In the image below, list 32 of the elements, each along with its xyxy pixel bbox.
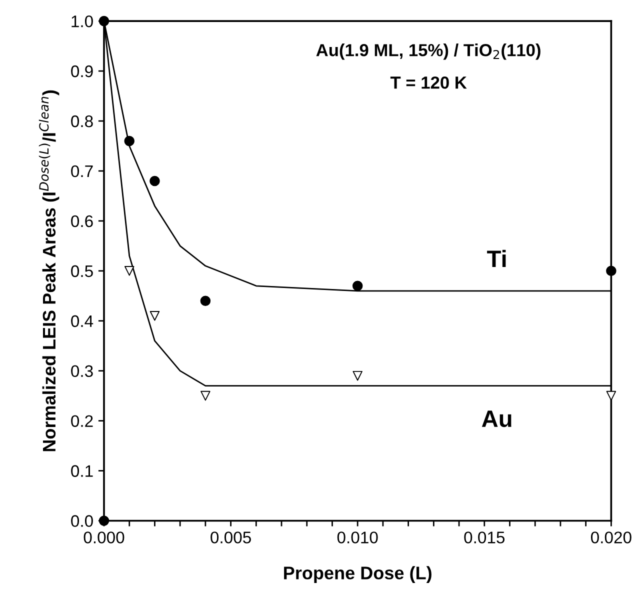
x-axis-title: Propene Dose (L) (284, 566, 432, 583)
point (150, 176, 160, 186)
x-tick-label: 0.015 (464, 532, 505, 544)
x-tick-label: 0.010 (337, 532, 378, 544)
annotation: Au(1.9 ML, 15%) / TiO$_{2}$(110) (316, 44, 540, 60)
y-tick-label: 0.0 (71, 515, 93, 527)
y-tick-label: 0.8 (71, 115, 93, 128)
point (200, 296, 211, 306)
point (352, 370, 362, 381)
point (200, 390, 210, 401)
point (606, 390, 616, 401)
annotation: Au (482, 410, 512, 428)
point (352, 280, 363, 292)
annotation: T = 120 K (390, 76, 467, 89)
y-tick-label: 0.9 (71, 65, 93, 78)
x-tick-label: 0.005 (210, 532, 251, 544)
y-tick-label: 0.4 (71, 315, 94, 328)
point (124, 266, 134, 276)
x-tick-label: 0.020 (590, 532, 632, 544)
point (150, 310, 160, 321)
y-tick-label: 0.5 (71, 265, 93, 278)
annotation: Ti (487, 250, 506, 268)
y-tick-label: 0.1 (71, 465, 93, 477)
point (124, 136, 135, 146)
y-axis-title: Normalized LEIS Peak Areas (I$^{Dose(L)}$/I$^{Clean}$) (38, 90, 60, 452)
point (606, 266, 616, 276)
y-tick-label: 0.3 (71, 365, 93, 378)
y-tick-label: 0.7 (71, 165, 93, 178)
y-tick-label: 0.2 (71, 415, 93, 427)
y-tick-label: 0.6 (71, 215, 93, 228)
text: 0.000 (84, 532, 124, 544)
y-tick-label: 1.0 (72, 15, 93, 28)
